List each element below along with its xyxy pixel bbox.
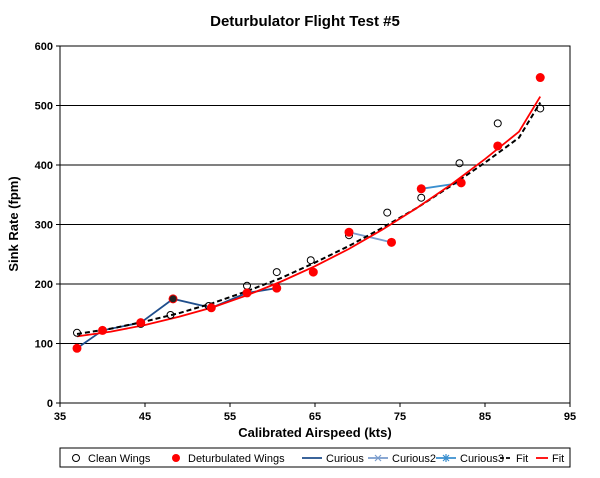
legend-label: Curious (326, 453, 364, 465)
legend-marker (72, 454, 80, 462)
data-point-deturbulated-wings (206, 303, 216, 313)
y-axis: 0 100 200 300 400 500 600 (35, 41, 60, 410)
y-axis-label: Sink Rate (fpm) (6, 176, 21, 271)
data-point-deturbulated-wings (535, 73, 545, 83)
data-point-deturbulated-wings (272, 283, 282, 293)
legend-label: Curious2 (392, 453, 436, 465)
data-point-clean-wings (166, 310, 175, 319)
chart-title: Deturbulator Flight Test #5 (210, 13, 400, 30)
x-tick-label: 95 (564, 411, 576, 423)
data-point-deturbulated-wings (416, 184, 426, 194)
data-point-clean-wings (383, 208, 392, 217)
data-point-clean-wings (493, 119, 502, 128)
y-tick-label: 500 (35, 101, 53, 113)
y-tick-label: 400 (35, 160, 53, 172)
data-point-clean-wings (272, 268, 281, 277)
data-point-clean-wings (536, 104, 545, 113)
data-point-clean-wings (73, 328, 81, 337)
series-layer (72, 73, 545, 353)
data-point-deturbulated-wings (456, 178, 466, 188)
x-tick-label: 65 (309, 411, 321, 423)
x-tick-label: 55 (224, 411, 236, 423)
y-tick-label: 600 (35, 41, 53, 53)
data-point-clean-wings (243, 281, 251, 290)
data-point-deturbulated-wings (98, 325, 107, 335)
data-point-clean-wings (455, 159, 464, 168)
legend-label: Deturbulated Wings (188, 453, 285, 465)
grid-lines (60, 105, 570, 344)
data-point-deturbulated-wings (344, 227, 354, 237)
x-axis-label: Calibrated Airspeed (kts) (238, 425, 391, 440)
y-tick-label: 300 (35, 220, 53, 232)
data-point-deturbulated-wings (242, 288, 252, 298)
legend-label: Fit (552, 453, 564, 465)
x-tick-label: 45 (139, 411, 151, 423)
y-tick-label: 200 (35, 279, 53, 291)
legend-x-marker (374, 454, 382, 462)
x-tick-label: 75 (394, 411, 406, 423)
y-tick-label: 0 (47, 398, 53, 410)
series-line-fit (76, 102, 542, 335)
x-axis: 35 45 55 65 75 85 95 (54, 403, 576, 423)
data-point-clean-wings (306, 256, 315, 265)
data-point-deturbulated-wings (387, 237, 396, 247)
data-point-deturbulated-wings (136, 318, 146, 328)
data-point-deturbulated-wings (72, 343, 82, 353)
legend-label: Curious3 (460, 453, 504, 465)
legend-label: Clean Wings (88, 453, 151, 465)
legend-star-marker (442, 454, 450, 462)
x-tick-label: 85 (479, 411, 491, 423)
highlight-point (169, 295, 177, 303)
data-point-deturbulated-wings (493, 141, 503, 151)
y-tick-label: 100 (35, 339, 53, 351)
legend: Clean Wings Deturbulated Wings Curious Curi… (59, 447, 571, 468)
legend-marker (172, 454, 180, 462)
series-line-fit (76, 96, 542, 338)
legend-label: Fit (516, 453, 528, 465)
data-point-clean-wings (417, 193, 426, 202)
data-point-deturbulated-wings (308, 267, 318, 277)
x-tick-label: 35 (54, 411, 66, 423)
